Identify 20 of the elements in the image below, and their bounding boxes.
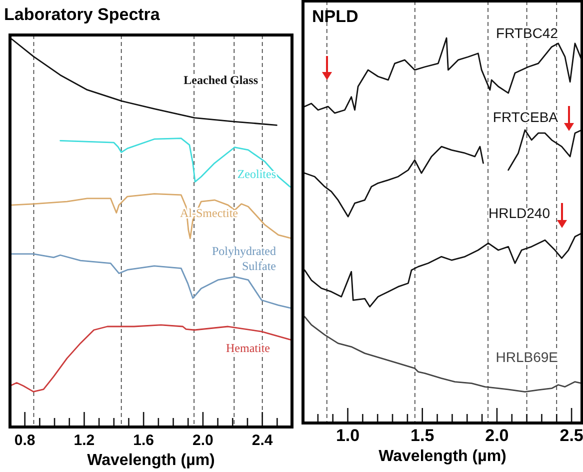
x-axis-title: Wavelength (µm)	[87, 452, 215, 469]
series-label: HRLB69E	[496, 349, 558, 365]
chart-title: NPLD	[312, 7, 358, 26]
x-tick-label: 2.5	[560, 426, 583, 445]
series-label: HRLD240	[488, 205, 550, 221]
series-label: Hematite	[226, 341, 270, 355]
x-tick-label: 1.6	[133, 432, 154, 449]
series-label: FRTCEBA	[492, 109, 559, 125]
x-tick-label: 2.0	[485, 426, 509, 445]
x-tick-label: 2.0	[192, 432, 214, 449]
x-tick-label: 1.0	[336, 426, 360, 445]
chart-title: Laboratory Spectra	[4, 5, 160, 24]
series-label: FRTBC42	[496, 25, 558, 41]
x-axis-title: Wavelength (µm)	[378, 448, 506, 465]
series-label: Polyhydrated Sulfate	[212, 244, 276, 273]
text: Leached Glass	[184, 73, 258, 87]
x-tick-label: 1.5	[410, 426, 434, 445]
x-tick-label: 2.4	[252, 432, 274, 449]
x-tick-label: 0.8	[14, 432, 36, 449]
x-tick-label: 1.2	[74, 432, 95, 449]
